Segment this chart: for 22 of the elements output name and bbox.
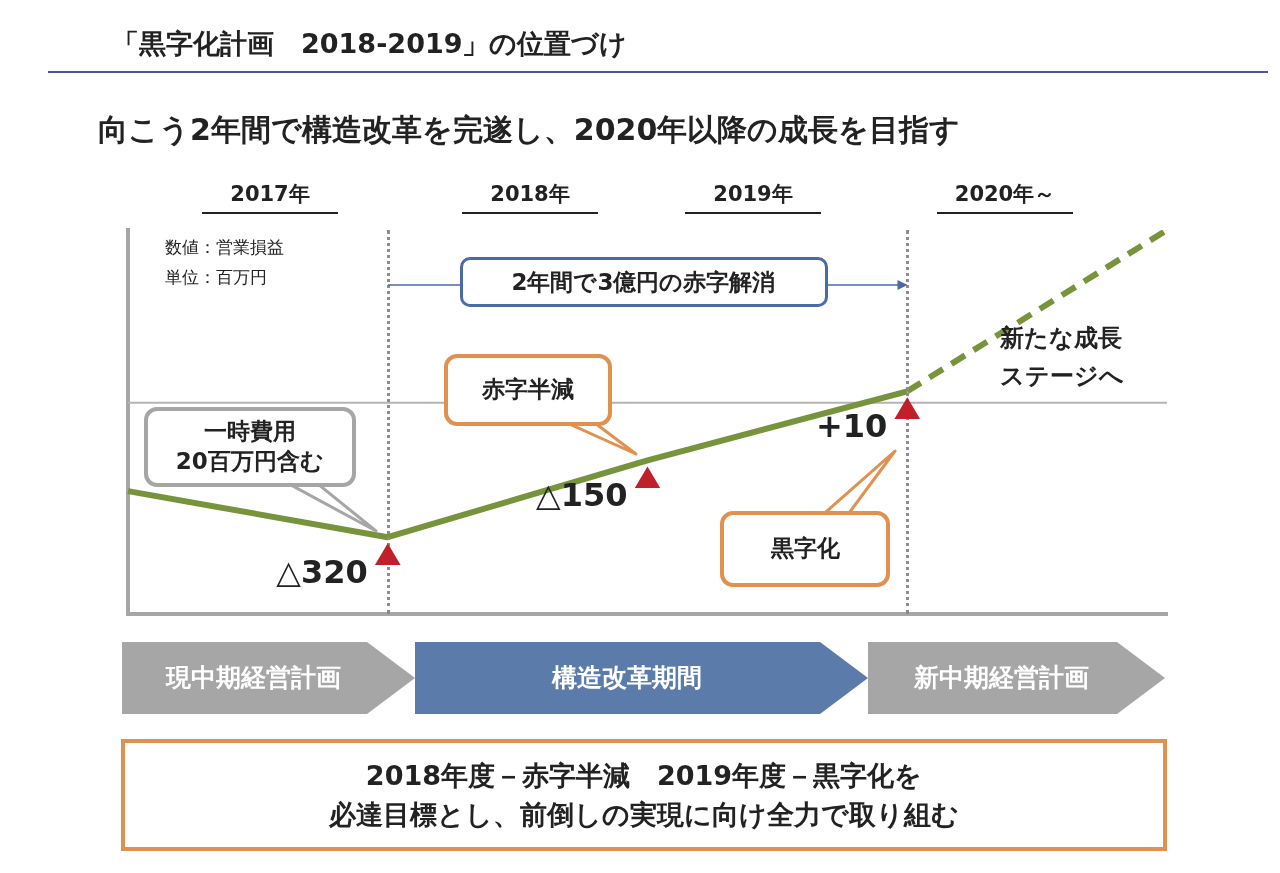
annotation: +10 [814, 407, 888, 446]
annotation: 赤字半減 [481, 375, 574, 405]
text: 構造改革期間 [550, 662, 703, 694]
annotation: △150 [535, 476, 628, 515]
annotation: 数値：営業損益 [165, 236, 284, 259]
text: 2019年 [685, 180, 821, 214]
annotation: 20百万円含む [175, 447, 324, 477]
annotation: 一時費用 [203, 417, 296, 447]
text: 必達目標とし、前倒しの実現に向け全力で取り組む [328, 798, 960, 832]
text: 現中期経営計画 [164, 662, 342, 694]
chart-title: 「黒字化計画 2018-2019」の位置づけ [112, 27, 628, 61]
annotation: ステージへ [1000, 361, 1124, 392]
text: 2018年度－赤字半減 2019年度－黒字化を [364, 759, 924, 793]
annotation: 黒字化 [770, 534, 840, 564]
text: 新中期経営計画 [913, 662, 1090, 694]
text: 2018年 [462, 180, 598, 214]
text: 2020年～ [937, 180, 1073, 214]
text: 2017年 [202, 180, 338, 214]
chart-subtitle: 向こう2年間で構造改革を完遂し、2020年以降の成長を目指す [98, 111, 961, 149]
annotation: △320 [275, 553, 368, 592]
annotation: 新たな成長 [1000, 323, 1122, 354]
annotation: 単位：百万円 [165, 266, 267, 289]
